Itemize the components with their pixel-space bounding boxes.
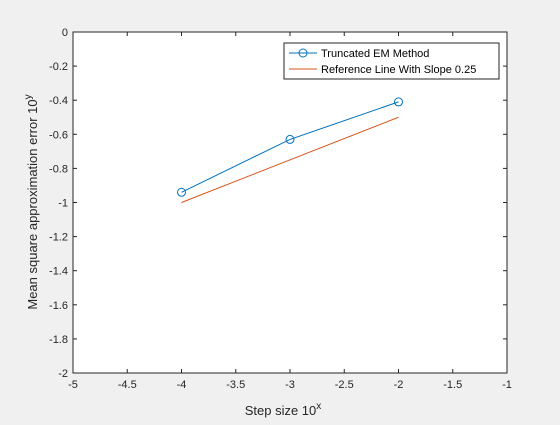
y-tick-label: -2 [58, 368, 68, 380]
y-tick-label: -1.2 [49, 232, 68, 244]
y-tick-label: -1.8 [49, 334, 68, 346]
y-tick-label: -1 [58, 198, 68, 210]
y-axis-label-exponent: y [23, 94, 34, 99]
x-tick-label: -3 [285, 379, 295, 391]
legend-box [283, 42, 500, 80]
y-axis-label: Mean square approximation error 10y [23, 94, 40, 309]
x-tick-label: -1.5 [443, 379, 462, 391]
y-tick-label: -0.2 [49, 61, 68, 73]
x-tick-label: -5 [68, 379, 78, 391]
y-tick-label: -1.6 [49, 300, 68, 312]
y-tick-label: -0.8 [49, 163, 68, 175]
legend: Truncated EM Method Reference Line With S… [283, 42, 500, 80]
plot-area [73, 32, 507, 373]
x-tick-label: -1 [502, 379, 512, 391]
series-1-line [181, 101, 399, 193]
y-tick-label: 0 [62, 27, 68, 39]
x-tick-label: -4.5 [118, 379, 137, 391]
y-tick-label: -0.4 [49, 95, 68, 107]
y-tick-label: -1.4 [49, 266, 68, 278]
y-axis-label-text: Mean square approximation error 10 [25, 99, 40, 309]
series-2-line [181, 116, 399, 203]
x-tick-label: -4 [177, 379, 187, 391]
series-1-point [177, 187, 186, 197]
x-tick-label: -2.5 [335, 379, 354, 391]
tick-layer: -5 -4.5 -4 -3.5 -3 -2.5 -2 -1.5 -1 0 -0.2 -0.4 -0.6 -… [49, 27, 512, 391]
x-axis-label-exponent: x [316, 401, 321, 412]
series-1-point [285, 134, 295, 144]
y-tick-label: -0.6 [49, 129, 68, 141]
x-axis-label-text: Step size 10 [245, 403, 317, 418]
series-1-point [394, 97, 403, 107]
x-tick-label: -3.5 [226, 379, 245, 391]
x-tick-label: -2 [394, 379, 404, 391]
series-layer [177, 97, 403, 203]
x-axis-label: Step size 10x [245, 401, 322, 418]
legend-label: Truncated EM Method [321, 48, 429, 60]
legend-label: Reference Line With Slope 0.25 [321, 64, 476, 76]
legend-marker [298, 48, 308, 58]
